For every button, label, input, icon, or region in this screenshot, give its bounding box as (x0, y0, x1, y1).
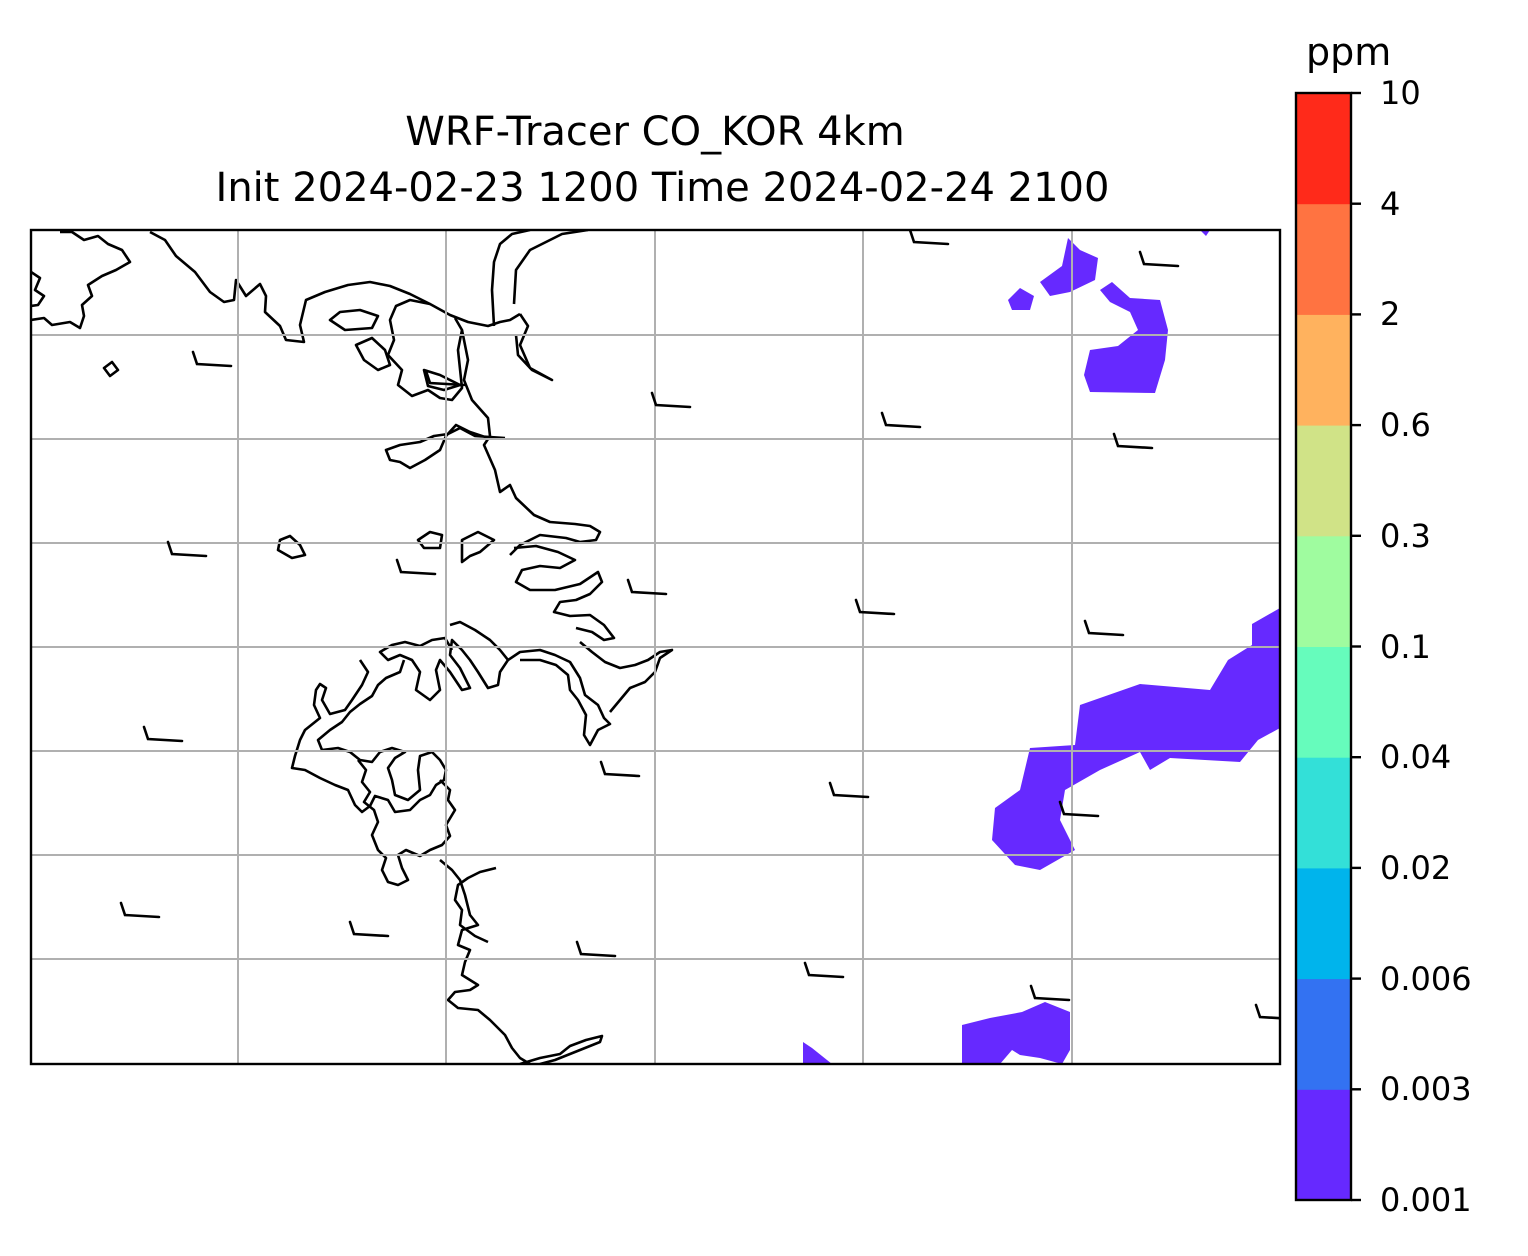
colorbar-segment (1296, 646, 1351, 758)
coastline-river-channel (490, 230, 589, 327)
coastline-islands-a (328, 308, 462, 392)
wind-barb (1058, 800, 1100, 818)
wind-barbs (119, 230, 1280, 1020)
colorbar-tick-label: 0.6 (1380, 406, 1431, 445)
tracer-concentration-fill (803, 230, 1280, 1064)
wind-barb (599, 760, 641, 778)
coastline-islands-b (276, 530, 616, 642)
coastline-south-tip (519, 1034, 604, 1064)
coastline-west-peninsula (386, 298, 464, 402)
tracer-patch-hook (1084, 282, 1168, 393)
wind-barb (1254, 1003, 1280, 1020)
colorbar-tick-label: 0.006 (1380, 959, 1472, 998)
tracer-patch-corner (1200, 230, 1210, 236)
wind-barb (626, 578, 668, 596)
wind-barb (1083, 619, 1125, 637)
coastline-north-mainland (31, 230, 521, 344)
coastline-estuary-inlet (384, 423, 506, 470)
wind-barb (119, 901, 161, 919)
tracer-patch-south (962, 1002, 1070, 1064)
colorbar-tick-label: 0.04 (1380, 738, 1452, 777)
wind-barb (1138, 250, 1180, 268)
colorbar-segment (1296, 1089, 1351, 1201)
colorbar-tick-label: 0.3 (1380, 516, 1431, 555)
chart-title-line-1: WRF-Tracer CO_KOR 4km (405, 109, 905, 155)
coastline (31, 230, 674, 1064)
wind-barb (166, 540, 208, 558)
wind-barb (803, 961, 845, 979)
wind-barb (142, 725, 184, 743)
colorbar-segment (1296, 535, 1351, 647)
colorbar-tick-label: 0.001 (1380, 1181, 1472, 1219)
wind-barb (395, 558, 437, 576)
colorbar-segment (1296, 93, 1351, 205)
wind-barb (575, 940, 617, 958)
colorbar-segment (1296, 978, 1351, 1090)
colorbar-segment (1296, 314, 1351, 426)
colorbar (1294, 91, 1361, 1202)
colorbar-tick-label: 0.1 (1380, 627, 1431, 666)
tracer-patch-south-small (803, 1042, 832, 1064)
colorbar-tick-label: 0.02 (1380, 848, 1452, 887)
coastline-river-delta (460, 313, 602, 556)
coastline-south-coast (439, 859, 531, 1064)
wind-barb (650, 391, 692, 409)
colorbar-tick-label: 10 (1380, 74, 1421, 112)
wind-barb (348, 920, 390, 938)
colorbar-tick-label: 0.003 (1380, 1070, 1472, 1109)
colorbar-segment (1296, 867, 1351, 980)
wind-barb (1029, 984, 1071, 1002)
colorbar-tick-label: 4 (1380, 184, 1401, 223)
coastline-south-peninsula (378, 620, 510, 702)
coastline-south-mainland-east (507, 641, 674, 747)
wind-barb (880, 411, 922, 429)
wind-barb (828, 781, 870, 799)
colorbar-units-label: ppm (1306, 30, 1392, 74)
map-gridlines (31, 230, 1280, 1064)
wind-barb (191, 350, 233, 368)
coastline-southwest-islands (290, 659, 448, 814)
tracer-patch-northeast (1040, 238, 1098, 296)
colorbar-segment (1296, 203, 1351, 315)
tracer-patch-southeast-band (992, 608, 1280, 870)
wind-barb (1112, 432, 1154, 450)
colorbar-tick-label: 2 (1380, 295, 1401, 334)
tracer-patch-small (1008, 288, 1034, 310)
wind-barb (854, 598, 896, 616)
wind-barb (908, 230, 950, 246)
colorbar-segment (1296, 757, 1351, 869)
map-frame (29, 228, 1282, 1066)
colorbar-segment (1296, 425, 1351, 537)
wind-barb (424, 369, 466, 387)
coastline-island-small-west (102, 360, 120, 378)
chart-title-line-2: Init 2024-02-23 1200 Time 2024-02-24 210… (215, 165, 1110, 211)
